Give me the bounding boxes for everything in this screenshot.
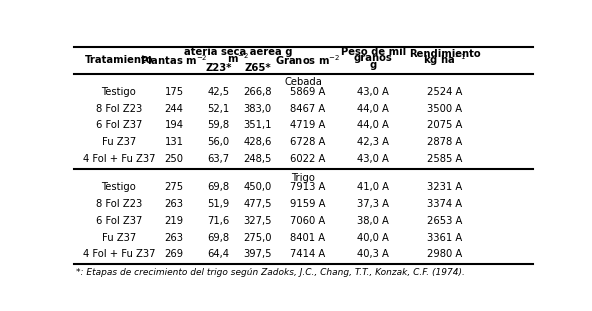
- Text: 8467 A: 8467 A: [290, 104, 326, 114]
- Text: 219: 219: [165, 216, 184, 226]
- Text: 477,5: 477,5: [243, 199, 272, 209]
- Text: 8401 A: 8401 A: [291, 233, 326, 243]
- Text: 7913 A: 7913 A: [290, 182, 326, 192]
- Text: 4719 A: 4719 A: [290, 120, 326, 130]
- Text: 4 Fol + Fu Z37: 4 Fol + Fu Z37: [83, 154, 155, 164]
- Text: 40,3 A: 40,3 A: [357, 249, 389, 259]
- Text: 250: 250: [165, 154, 184, 164]
- Text: 2524 A: 2524 A: [427, 87, 462, 97]
- Text: Testigo: Testigo: [102, 182, 136, 192]
- Text: Z23*: Z23*: [205, 63, 232, 73]
- Text: 131: 131: [165, 137, 184, 147]
- Text: Peso de mil: Peso de mil: [340, 47, 406, 57]
- Text: 2075 A: 2075 A: [427, 120, 462, 130]
- Text: Rendimiento: Rendimiento: [409, 49, 481, 59]
- Text: 7060 A: 7060 A: [290, 216, 326, 226]
- Text: 69,8: 69,8: [207, 233, 230, 243]
- Text: Granos m$^{-2}$: Granos m$^{-2}$: [275, 53, 340, 67]
- Text: 2980 A: 2980 A: [427, 249, 462, 259]
- Text: 44,0 A: 44,0 A: [357, 120, 389, 130]
- Text: 63,7: 63,7: [207, 154, 230, 164]
- Text: 3374 A: 3374 A: [427, 199, 462, 209]
- Text: 56,0: 56,0: [207, 137, 230, 147]
- Text: Plantas m$^{-2}$: Plantas m$^{-2}$: [140, 53, 208, 67]
- Text: 40,0 A: 40,0 A: [357, 233, 389, 243]
- Text: 41,0 A: 41,0 A: [357, 182, 389, 192]
- Text: 263: 263: [165, 233, 184, 243]
- Text: 71,6: 71,6: [207, 216, 230, 226]
- Text: 266,8: 266,8: [243, 87, 272, 97]
- Text: 37,3 A: 37,3 A: [357, 199, 389, 209]
- Text: 6728 A: 6728 A: [290, 137, 326, 147]
- Text: 8 Fol Z23: 8 Fol Z23: [96, 104, 142, 114]
- Text: Fu Z37: Fu Z37: [102, 137, 136, 147]
- Text: m$^{-2}$: m$^{-2}$: [227, 52, 249, 65]
- Text: 263: 263: [165, 199, 184, 209]
- Text: 42,3 A: 42,3 A: [357, 137, 389, 147]
- Text: 7414 A: 7414 A: [290, 249, 326, 259]
- Text: 428,6: 428,6: [243, 137, 272, 147]
- Text: Fu Z37: Fu Z37: [102, 233, 136, 243]
- Text: 351,1: 351,1: [243, 120, 272, 130]
- Text: 269: 269: [165, 249, 184, 259]
- Text: 6 Fol Z37: 6 Fol Z37: [96, 120, 142, 130]
- Text: 42,5: 42,5: [207, 87, 230, 97]
- Text: 244: 244: [165, 104, 184, 114]
- Text: 44,0 A: 44,0 A: [357, 104, 389, 114]
- Text: 51,9: 51,9: [207, 199, 230, 209]
- Text: 43,0 A: 43,0 A: [357, 87, 389, 97]
- Text: 175: 175: [165, 87, 184, 97]
- Text: 64,4: 64,4: [208, 249, 230, 259]
- Text: 397,5: 397,5: [243, 249, 272, 259]
- Text: 8 Fol Z23: 8 Fol Z23: [96, 199, 142, 209]
- Text: 69,8: 69,8: [207, 182, 230, 192]
- Text: 327,5: 327,5: [243, 216, 272, 226]
- Text: Cebada: Cebada: [285, 77, 322, 87]
- Text: 59,8: 59,8: [207, 120, 230, 130]
- Text: Tratamiento: Tratamiento: [85, 55, 153, 65]
- Text: 2878 A: 2878 A: [427, 137, 462, 147]
- Text: 383,0: 383,0: [243, 104, 272, 114]
- Text: 2653 A: 2653 A: [427, 216, 462, 226]
- Text: 52,1: 52,1: [207, 104, 230, 114]
- Text: 2585 A: 2585 A: [427, 154, 462, 164]
- Text: 248,5: 248,5: [243, 154, 272, 164]
- Text: Testigo: Testigo: [102, 87, 136, 97]
- Text: *: Etapas de crecimiento del trigo según Zadoks, J.C., Chang, T.T., Konzak, C.F.: *: Etapas de crecimiento del trigo según…: [76, 267, 465, 276]
- Text: 38,0 A: 38,0 A: [357, 216, 389, 226]
- Text: granos: granos: [354, 53, 392, 63]
- Text: atéria seca aérea g: atéria seca aérea g: [184, 47, 292, 58]
- Text: 6022 A: 6022 A: [290, 154, 326, 164]
- Text: kg ha$^{-1}$: kg ha$^{-1}$: [423, 53, 466, 68]
- Text: 275,0: 275,0: [243, 233, 272, 243]
- Text: Z65*: Z65*: [244, 63, 271, 73]
- Text: 43,0 A: 43,0 A: [357, 154, 389, 164]
- Text: 4 Fol + Fu Z37: 4 Fol + Fu Z37: [83, 249, 155, 259]
- Text: 3361 A: 3361 A: [427, 233, 462, 243]
- Text: 275: 275: [165, 182, 184, 192]
- Text: 9159 A: 9159 A: [290, 199, 326, 209]
- Text: 450,0: 450,0: [243, 182, 272, 192]
- Text: 6 Fol Z37: 6 Fol Z37: [96, 216, 142, 226]
- Text: 3500 A: 3500 A: [427, 104, 462, 114]
- Text: g: g: [369, 60, 377, 70]
- Text: Trigo: Trigo: [291, 173, 316, 183]
- Text: 5869 A: 5869 A: [290, 87, 326, 97]
- Text: 3231 A: 3231 A: [427, 182, 462, 192]
- Text: 194: 194: [165, 120, 184, 130]
